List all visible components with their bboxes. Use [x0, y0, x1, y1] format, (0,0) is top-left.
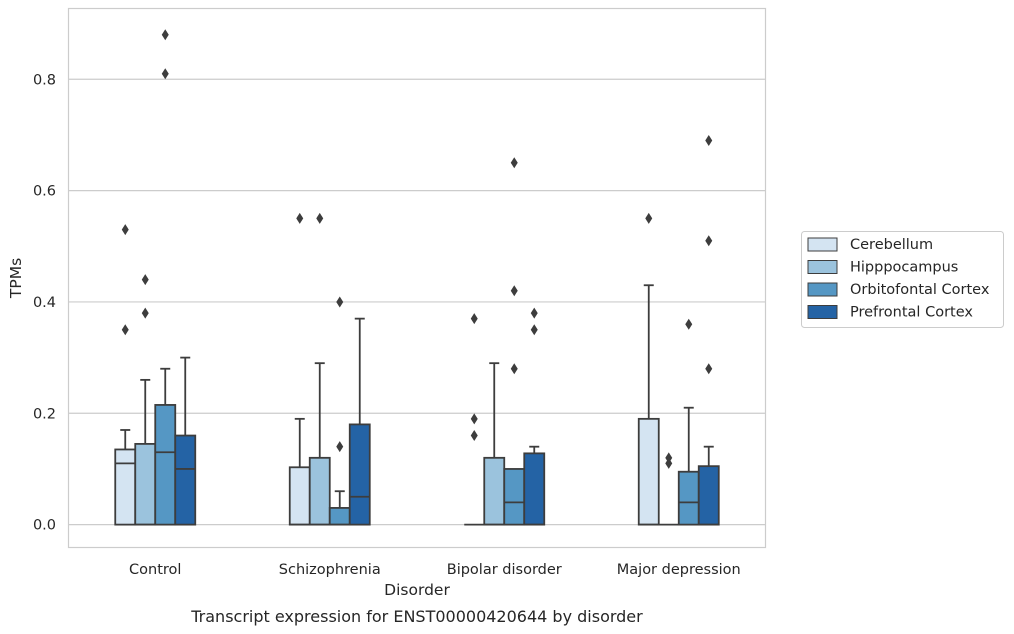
- box-group: [483, 362, 506, 526]
- outlier-point: [685, 318, 693, 330]
- box: [348, 423, 371, 526]
- box: [308, 456, 331, 526]
- outlier-point: [705, 363, 713, 375]
- outlier-point: [665, 457, 673, 469]
- box: [288, 466, 311, 526]
- y-axis-label: TPMs: [7, 258, 25, 299]
- legend-label: Hipppocampus: [850, 260, 958, 276]
- legend-label: Prefrontal Cortex: [850, 305, 973, 321]
- box: [174, 434, 197, 526]
- series-group: [154, 29, 700, 526]
- series-group: [174, 134, 720, 526]
- box-group: [328, 296, 351, 526]
- box: [637, 417, 660, 526]
- y-tick-label: 0.0: [33, 518, 56, 534]
- outlier-point: [510, 363, 518, 375]
- outlier-point: [296, 212, 304, 224]
- box: [114, 448, 137, 526]
- chart-caption: Transcript expression for ENST0000042064…: [190, 607, 643, 626]
- outlier-point: [336, 441, 344, 453]
- outlier-point: [336, 296, 344, 308]
- outlier-point: [645, 212, 653, 224]
- legend-swatch: [807, 260, 838, 274]
- box-group: [637, 212, 660, 526]
- outlier-point: [705, 235, 713, 247]
- outlier-point: [470, 430, 478, 442]
- box-group: [288, 212, 311, 526]
- box-group: [348, 317, 371, 526]
- outlier-point: [141, 274, 149, 286]
- y-tick-label: 0.4: [33, 295, 56, 311]
- legend-swatch: [807, 282, 838, 297]
- x-axis-label: Disorder: [384, 581, 450, 599]
- x-axis-ticks: Control Schizophrenia Bipolar disorder Majo…: [129, 562, 741, 578]
- box: [523, 452, 546, 526]
- outlier-point: [530, 307, 538, 319]
- box-group: [464, 313, 485, 526]
- outlier-point: [141, 307, 149, 319]
- outlier-point: [161, 68, 169, 80]
- outlier-point: [470, 413, 478, 425]
- box-group: [523, 307, 546, 526]
- y-tick-label: 0.6: [33, 184, 56, 200]
- outlier-point: [316, 212, 324, 224]
- x-tick-label: Schizophrenia: [279, 562, 381, 578]
- y-axis-ticks: 0.0 0.2 0.4 0.6 0.8: [33, 72, 56, 533]
- outlier-point: [470, 313, 478, 325]
- box-group: [174, 356, 197, 526]
- outlier-point: [705, 134, 713, 146]
- box-group: [697, 134, 720, 526]
- box: [483, 456, 506, 526]
- outlier-point: [510, 285, 518, 297]
- outlier-point: [665, 452, 673, 464]
- outlier-point: [510, 157, 518, 169]
- box: [503, 468, 526, 526]
- legend-label: Orbitofontal Cortex: [850, 282, 990, 298]
- box-series-layer: [114, 29, 720, 526]
- box: [154, 404, 177, 526]
- legend-swatch: [807, 237, 838, 252]
- legend: Cerebellum Hipppocampus Orbitofontal Corte…: [801, 231, 1004, 328]
- x-tick-label: Major depression: [617, 562, 741, 578]
- box: [328, 507, 351, 526]
- legend-label: Cerebellum: [850, 237, 933, 253]
- outlier-point: [121, 324, 129, 336]
- outlier-point: [530, 324, 538, 336]
- box-group: [503, 157, 526, 526]
- x-tick-label: Control: [129, 562, 181, 578]
- outlier-point: [161, 29, 169, 41]
- y-tick-label: 0.2: [33, 406, 56, 422]
- legend-frame: [801, 231, 1004, 328]
- box-group: [308, 212, 331, 526]
- series-group: [134, 212, 679, 526]
- outlier-point: [121, 224, 129, 236]
- box: [697, 465, 720, 526]
- y-tick-label: 0.8: [33, 72, 56, 88]
- box-group: [658, 452, 679, 526]
- legend-swatch: [807, 305, 838, 319]
- plot-frame: [67, 7, 767, 549]
- box-group: [134, 274, 157, 526]
- box: [677, 470, 700, 526]
- box: [134, 442, 157, 526]
- x-tick-label: Bipolar disorder: [447, 562, 562, 578]
- box-group: [677, 318, 700, 526]
- series-group: [114, 212, 660, 526]
